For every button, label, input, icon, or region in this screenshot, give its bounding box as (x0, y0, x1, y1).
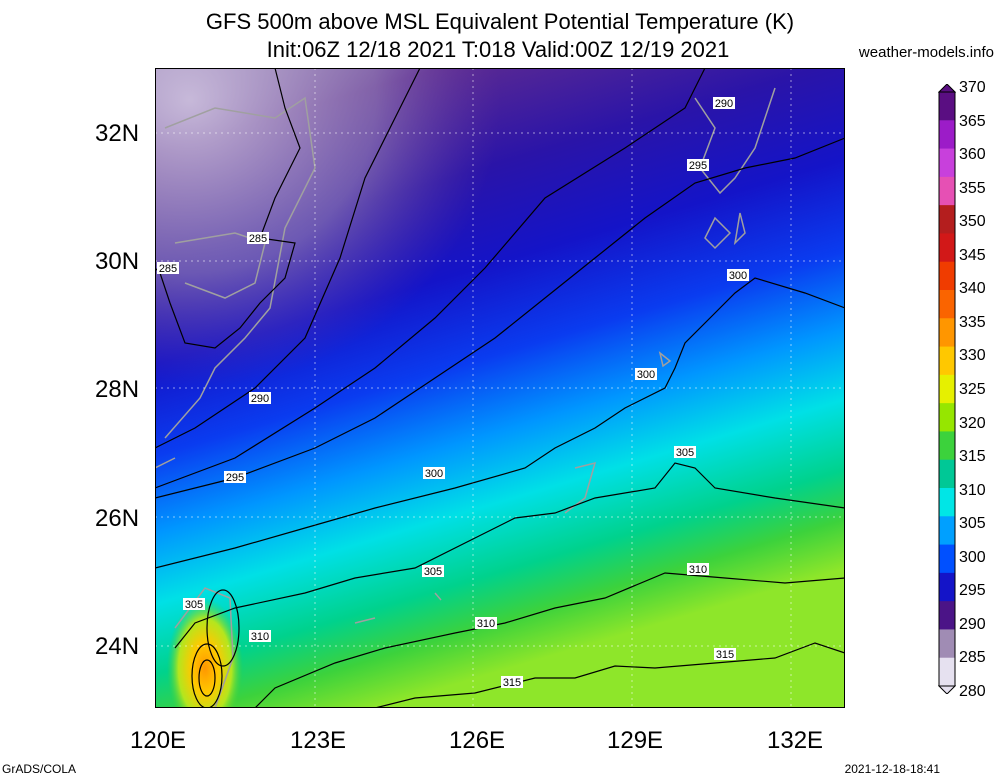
colorbar-level-label: 320 (959, 414, 986, 432)
map-frame (155, 68, 845, 708)
colorbar-level-label: 290 (959, 615, 986, 633)
colorbar-swatch (939, 488, 955, 517)
contour-label: 315 (503, 677, 521, 689)
colorbar-swatch (939, 544, 955, 574)
colorbar-level-label: 280 (959, 683, 986, 700)
colorbar-level-label: 340 (959, 280, 986, 298)
colorbar-level-label: 325 (959, 381, 986, 398)
coastlines (155, 87, 776, 708)
colorbar-level-label: 300 (959, 548, 986, 566)
colorbar-swatch (939, 290, 955, 319)
colorbar-level-label: 305 (959, 515, 986, 533)
warm-core (167, 598, 243, 708)
colorbar-swatch (939, 318, 955, 348)
colorbar-swatch (939, 403, 955, 432)
chart-title: GFS 500m above MSL Equivalent Potential … (205, 9, 795, 34)
contour-labels: 285 285 290 290 295 295 300 300 300 305 … (157, 97, 749, 689)
colorbar-swatch (939, 459, 955, 489)
colorbar-swatch (939, 120, 955, 150)
colorbar-swatch (939, 657, 955, 687)
lat-label: 28N (95, 376, 140, 403)
contour-label: 305 (424, 566, 442, 578)
colorbar-swatch (939, 346, 955, 376)
colorbar-level-label: 365 (959, 112, 986, 130)
colorbar-level-label: 335 (959, 313, 986, 331)
colorbar-swatch (939, 92, 955, 121)
contour-label: 285 (249, 233, 267, 245)
graticule (155, 68, 845, 708)
footer-left: GrADS/COLA (2, 762, 77, 776)
chart-subtitle: Init:06Z 12/18 2021 T:018 Valid:00Z 12/1… (266, 37, 730, 62)
lat-label: 24N (95, 633, 140, 660)
contour-label: 290 (251, 393, 269, 405)
contour-label: 285 (159, 263, 177, 275)
contours (155, 68, 845, 708)
lat-label: 32N (95, 120, 140, 147)
lon-label: 123E (290, 727, 347, 754)
contour-label: 315 (716, 649, 734, 661)
colorbar-swatch (939, 261, 955, 291)
contour-label: 295 (226, 472, 244, 484)
colorbar-level-label: 285 (959, 649, 986, 667)
contour-label: 300 (425, 468, 443, 480)
colorbar-swatch (939, 205, 955, 234)
contour-label: 300 (729, 270, 747, 282)
colorbar-swatch (939, 431, 955, 461)
contour-label: 300 (637, 369, 655, 381)
colorbar-level-label: 360 (959, 146, 986, 164)
colorbar-swatch (939, 572, 955, 602)
contour-label: 295 (689, 160, 707, 172)
colorbar-swatch (939, 629, 955, 659)
colorbar-level-label: 345 (959, 246, 986, 264)
colorbar-bottom-arrow (938, 685, 956, 694)
contour-label: 290 (715, 98, 733, 110)
lon-label: 132E (767, 727, 824, 754)
colorbar-level-label: 370 (959, 79, 986, 96)
contour-label: 305 (676, 447, 694, 459)
colorbar-level-label: 295 (959, 582, 986, 600)
colorbar-level-label: 315 (959, 448, 986, 466)
lon-label: 120E (130, 727, 187, 754)
contour-label: 310 (689, 564, 707, 576)
contour-label: 310 (477, 618, 495, 630)
lat-label: 26N (95, 505, 140, 532)
colorbar-level-label: 350 (959, 213, 986, 231)
lon-label: 129E (607, 727, 664, 754)
colorbar-level-label: 310 (959, 481, 986, 499)
colorbar-swatch (939, 176, 955, 206)
lat-label: 30N (95, 248, 140, 275)
contour-label: 310 (251, 631, 269, 643)
colorbar-swatch (939, 148, 955, 178)
colorbar (938, 84, 956, 694)
colorbar-top-arrow (938, 84, 956, 93)
colorbar-swatch (939, 374, 955, 404)
colorbar-swatch (939, 516, 955, 546)
colorbar-frame (938, 91, 956, 687)
colorbar-swatch (939, 601, 955, 630)
map-plot: 285 285 290 290 295 295 300 300 300 305 … (155, 68, 845, 708)
colorbar-swatch (939, 233, 955, 263)
colorbar-level-label: 330 (959, 347, 986, 365)
colorbar-level-label: 355 (959, 179, 986, 197)
footer-right: 2021-12-18-18:41 (844, 762, 940, 776)
site-label: weather-models.info (858, 44, 994, 61)
lon-label: 126E (449, 727, 506, 754)
contour-label: 305 (185, 599, 203, 611)
